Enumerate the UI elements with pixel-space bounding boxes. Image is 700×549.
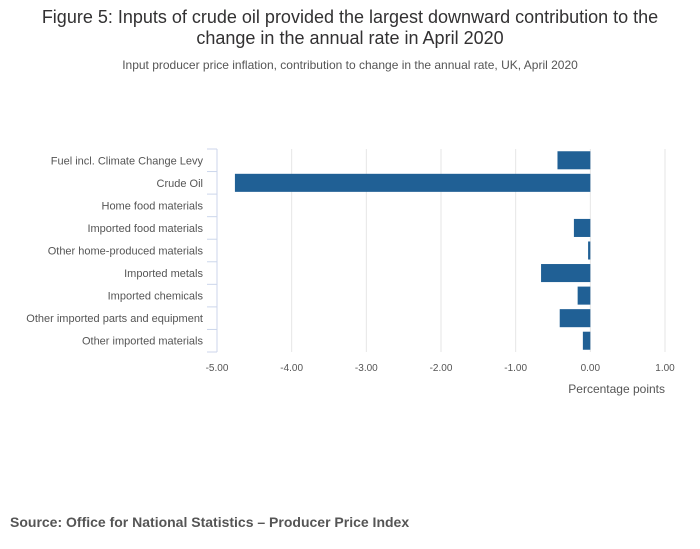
category-label: Crude Oil [157, 178, 203, 190]
x-tick-label: -3.00 [355, 363, 378, 374]
category-label: Fuel incl. Climate Change Levy [51, 155, 204, 167]
x-tick-label: 0.00 [581, 363, 601, 374]
category-label: Other home-produced materials [48, 246, 204, 258]
bar [582, 331, 591, 350]
bar [541, 264, 591, 283]
x-tick-label: -4.00 [280, 363, 303, 374]
category-label: Other imported parts and equipment [26, 313, 203, 325]
bar [588, 241, 591, 260]
x-tick-label: -5.00 [206, 363, 229, 374]
chart-subtitle: Input producer price inflation, contribu… [122, 58, 578, 72]
bar [559, 309, 591, 328]
x-tick-label: -1.00 [504, 363, 527, 374]
x-tick-label: -2.00 [430, 363, 453, 374]
bar [557, 151, 591, 170]
category-label: Other imported materials [82, 336, 204, 348]
category-label: Imported food materials [87, 223, 203, 235]
category-label: Imported metals [124, 268, 203, 280]
x-axis-title: Percentage points [568, 382, 665, 396]
category-label: Imported chemicals [108, 291, 204, 303]
source-note: Source: Office for National Statistics –… [10, 514, 410, 530]
bar [234, 173, 591, 192]
chart-title: Figure 5: Inputs of crude oil provided t… [41, 7, 659, 48]
bar [573, 218, 591, 237]
category-label: Home food materials [102, 200, 204, 212]
x-tick-label: 1.00 [655, 363, 675, 374]
bar [577, 286, 591, 305]
